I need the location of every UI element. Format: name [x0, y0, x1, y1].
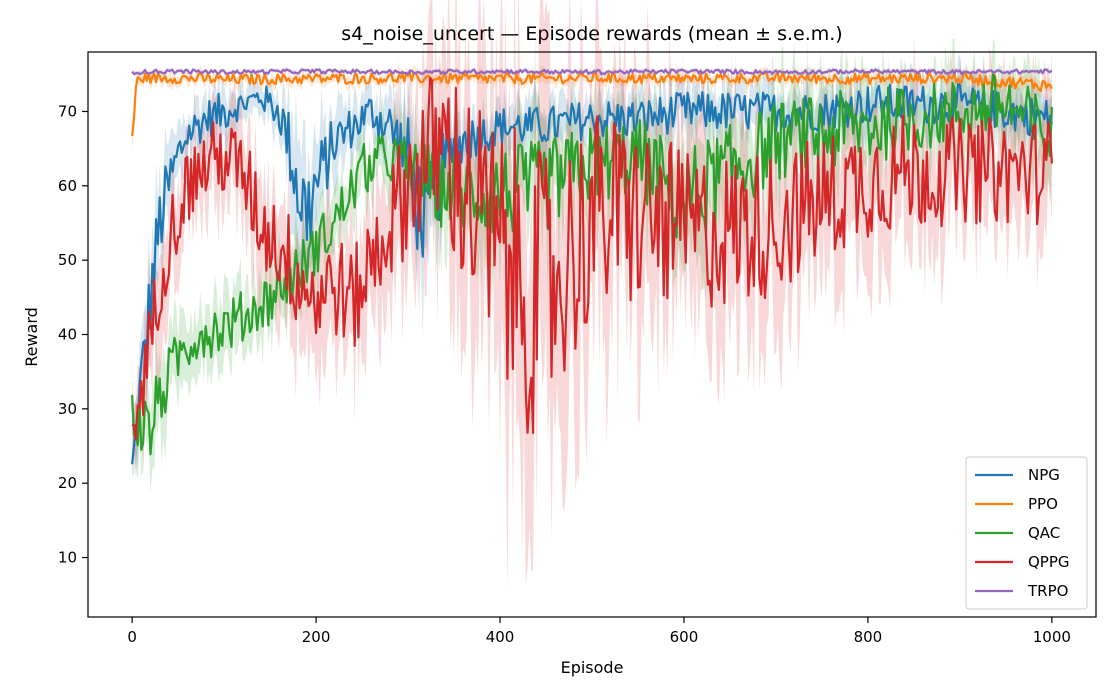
- series-lines: [131, 68, 1053, 465]
- x-axis-ticks: 0 200 400 600 800 1000: [127, 617, 1071, 646]
- series-line-qac: [131, 73, 1053, 456]
- x-tick-label: 200: [302, 628, 331, 646]
- legend-label-ppo: PPO: [1028, 495, 1058, 513]
- x-tick-label: 600: [670, 628, 699, 646]
- sem-band-npg: [132, 54, 1052, 477]
- y-axis-label: Reward: [22, 307, 41, 367]
- series-line-ppo: [131, 71, 1053, 137]
- y-tick-label: 30: [58, 400, 77, 418]
- series-line-qppg: [131, 77, 1053, 441]
- y-tick-label: 10: [58, 549, 77, 567]
- x-tick-label: 400: [486, 628, 515, 646]
- x-tick-label: 0: [127, 628, 137, 646]
- legend-label-trpo: TRPO: [1027, 582, 1068, 600]
- legend-box: [965, 456, 1088, 610]
- sem-band-qppg: [132, 0, 1052, 593]
- sem-band-ppo: [132, 65, 1052, 152]
- legend: NPG PPO QAC QPPG TRPO: [965, 456, 1088, 610]
- y-tick-label: 50: [58, 251, 77, 269]
- legend-label-npg: NPG: [1028, 466, 1060, 484]
- y-tick-label: 60: [58, 177, 77, 195]
- y-tick-label: 20: [58, 474, 77, 492]
- legend-label-qac: QAC: [1028, 524, 1060, 542]
- x-tick-label: 800: [854, 628, 883, 646]
- chart-title: s4_noise_uncert — Episode rewards (mean …: [341, 23, 842, 45]
- x-axis-label: Episode: [561, 658, 624, 677]
- x-tick-label: 1000: [1033, 628, 1071, 646]
- y-tick-label: 40: [58, 326, 77, 344]
- y-tick-label: 70: [58, 102, 77, 120]
- y-axis-ticks: 10 20 30 40 50 60 70: [58, 102, 88, 567]
- series-line-trpo: [131, 68, 1053, 76]
- legend-label-qppg: QPPG: [1028, 553, 1070, 571]
